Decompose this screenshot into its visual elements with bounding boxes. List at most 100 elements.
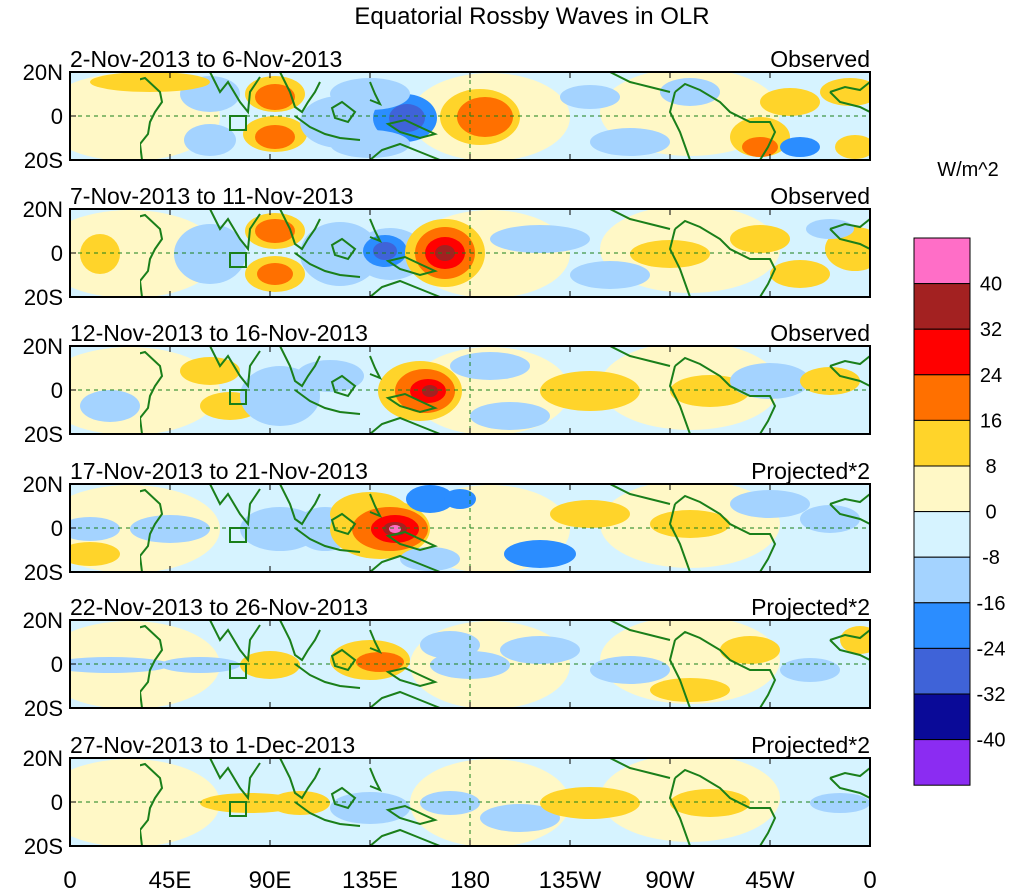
coastline [279,620,321,662]
coastline [209,620,261,663]
y-tick-label: 0 [51,104,63,129]
anomaly-contour [255,219,295,243]
coastline [279,484,321,526]
coastline [829,355,871,387]
coastline [668,365,691,434]
anomaly-contour [444,489,476,509]
anomaly-contour [373,242,397,260]
anomaly-contour [330,792,410,824]
anomaly-contour [70,542,120,566]
colorbar-labels: 40 32 24 16 8 0 -8 -16 -24 -32 -40 [977,274,1006,752]
anomaly-contour [70,517,120,541]
x-tick-label: 180 [450,867,490,890]
coastline [279,72,321,114]
coastline [385,666,438,688]
coastline [294,527,361,553]
anomaly-contour [457,97,513,137]
anomaly-contour [650,510,730,538]
coastline [674,219,777,297]
coastline [385,530,438,552]
y-tick-label: 20S [24,834,63,859]
colorbar-swatch [913,647,971,695]
coastline [609,209,671,230]
anomaly-contour [490,225,590,253]
anomaly-contour [160,657,240,673]
y-tick-label: 20S [24,560,63,585]
colorbar-swatch [913,237,971,285]
coastline [829,629,871,661]
anomaly-contour [300,222,380,286]
coastline [829,493,871,525]
panel-kind: Projected*2 [751,594,870,620]
anomaly-contour [356,652,404,672]
coastline [369,416,441,434]
coastline [140,762,164,846]
anomaly-contour [330,78,410,110]
anomaly-contour [560,85,620,109]
anomaly-contour [406,485,454,513]
anomaly-contour [130,515,210,543]
coastline [609,484,671,505]
colorbar-swatch [913,465,971,513]
colorbar-swatch [913,328,971,376]
anomaly-contour [470,402,550,430]
panel-date: 27-Nov-2013 to 1-Dec-2013 [70,732,355,758]
anomaly-contour [70,759,220,846]
x-axis: 0 45E 90E 135E 180 135W 90W 45W 0 [63,867,876,890]
colorbar-swatch [913,602,971,649]
colorbar-swatch [913,374,971,421]
coastline [369,355,383,380]
colorbar-swatch [913,693,971,741]
anomaly-contour [730,225,790,253]
anomaly-contour [770,260,830,288]
coastline [140,76,164,160]
coastline [209,484,261,527]
anomaly-contour [257,263,293,285]
coastline [369,81,383,106]
figure-title: Equatorial Rossby Waves in OLR [354,3,709,30]
coastline [385,118,438,140]
coastline [279,346,321,388]
anomaly-contour [174,224,246,284]
colorbar-label: 0 [985,502,996,524]
colorbar-units: W/m^2 [937,159,999,181]
panel-date: 7-Nov-2013 to 11-Nov-2013 [70,183,353,209]
anomaly-contour [270,791,330,815]
anomaly-field [70,484,860,572]
coastline [668,91,691,160]
x-tick-label: 90E [249,867,292,890]
coastline [385,392,438,414]
coastline [294,115,361,141]
coastline [829,767,871,799]
anomaly-contour [650,678,730,702]
panel-kind: Projected*2 [751,732,870,758]
anomaly-field [70,346,860,434]
y-tick-label: 20N [23,197,63,222]
coastline [369,828,441,846]
coastlines [140,346,871,434]
anomaly-field [70,620,870,708]
coastline [674,630,777,708]
panel-kind: Observed [770,320,870,346]
anomaly-contour [800,505,860,533]
anomaly-contour [255,84,295,110]
coastline [385,255,438,277]
colorbar-label: 8 [985,456,996,478]
coastline [209,209,261,252]
anomaly-contour [420,791,480,815]
y-tick-label: 0 [51,516,63,541]
anomaly-contour [570,261,650,289]
anomaly-contour [400,547,460,571]
coastline [209,346,261,389]
panel-date: 17-Nov-2013 to 21-Nov-2013 [70,458,368,484]
anomaly-contour [504,540,576,568]
coastline [279,209,321,251]
colorbar-swatch [913,511,971,558]
coastlines [140,209,871,297]
coastline [668,777,691,846]
anomaly-contour [835,135,870,159]
anomaly-contour [780,137,820,157]
anomaly-contour [184,124,236,156]
coastline [829,218,871,250]
